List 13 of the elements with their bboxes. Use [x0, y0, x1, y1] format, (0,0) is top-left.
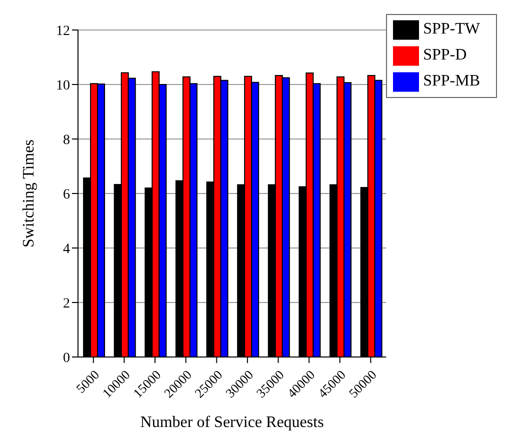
y-tick-label: 10 — [56, 78, 70, 94]
y-axis-title: Switching Times — [20, 139, 38, 248]
x-tick-label: 5000 — [73, 367, 102, 396]
y-tick-label: 4 — [63, 242, 70, 257]
x-axis-title: Number of Service Requests — [140, 414, 324, 431]
legend-label: SPP-MB — [423, 72, 480, 90]
y-tick-label: 2 — [63, 296, 70, 312]
y-tick-label: 12 — [56, 24, 70, 39]
y-tick-label: 0 — [63, 350, 70, 366]
legend-label: SPP-D — [423, 46, 467, 64]
y-tick-label: 6 — [63, 187, 70, 202]
legend-label: SPP-TW — [423, 20, 480, 38]
y-tick-label: 8 — [63, 132, 70, 148]
